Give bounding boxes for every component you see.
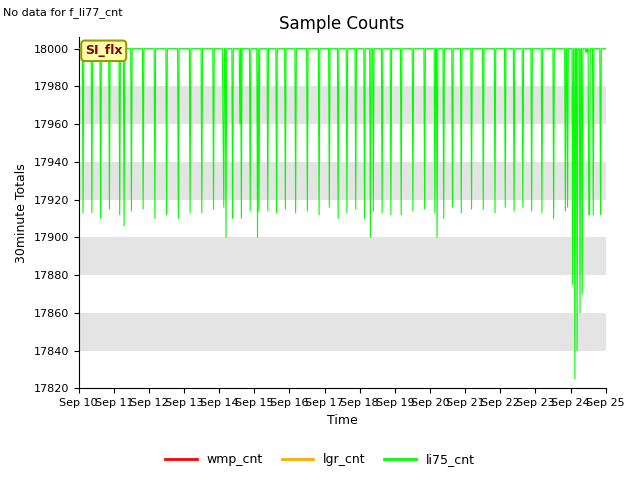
Bar — [79, 200, 605, 237]
Bar — [79, 313, 605, 350]
Bar — [79, 48, 605, 86]
Text: SI_flx: SI_flx — [85, 44, 122, 57]
Title: Sample Counts: Sample Counts — [280, 15, 405, 33]
Bar — [79, 162, 605, 200]
Bar — [79, 86, 605, 124]
Bar — [79, 350, 605, 388]
Bar — [79, 237, 605, 275]
Bar — [79, 124, 605, 162]
Y-axis label: 30minute Totals: 30minute Totals — [15, 163, 28, 263]
Text: No data for f_li77_cnt: No data for f_li77_cnt — [3, 7, 123, 18]
Bar — [79, 275, 605, 313]
Legend: wmp_cnt, lgr_cnt, li75_cnt: wmp_cnt, lgr_cnt, li75_cnt — [161, 448, 479, 471]
X-axis label: Time: Time — [327, 414, 358, 427]
